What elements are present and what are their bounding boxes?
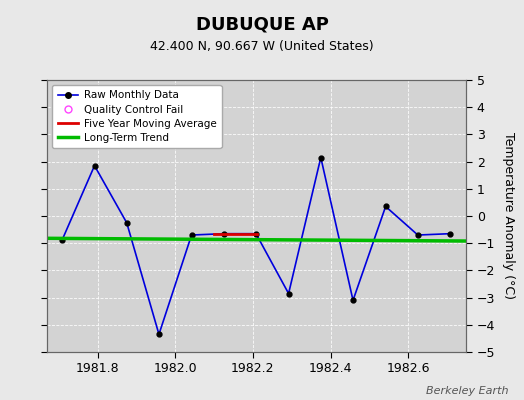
Text: Berkeley Earth: Berkeley Earth bbox=[426, 386, 508, 396]
Text: 42.400 N, 90.667 W (United States): 42.400 N, 90.667 W (United States) bbox=[150, 40, 374, 53]
Legend: Raw Monthly Data, Quality Control Fail, Five Year Moving Average, Long-Term Tren: Raw Monthly Data, Quality Control Fail, … bbox=[52, 85, 222, 148]
Y-axis label: Temperature Anomaly (°C): Temperature Anomaly (°C) bbox=[501, 132, 515, 300]
Text: DUBUQUE AP: DUBUQUE AP bbox=[195, 16, 329, 34]
